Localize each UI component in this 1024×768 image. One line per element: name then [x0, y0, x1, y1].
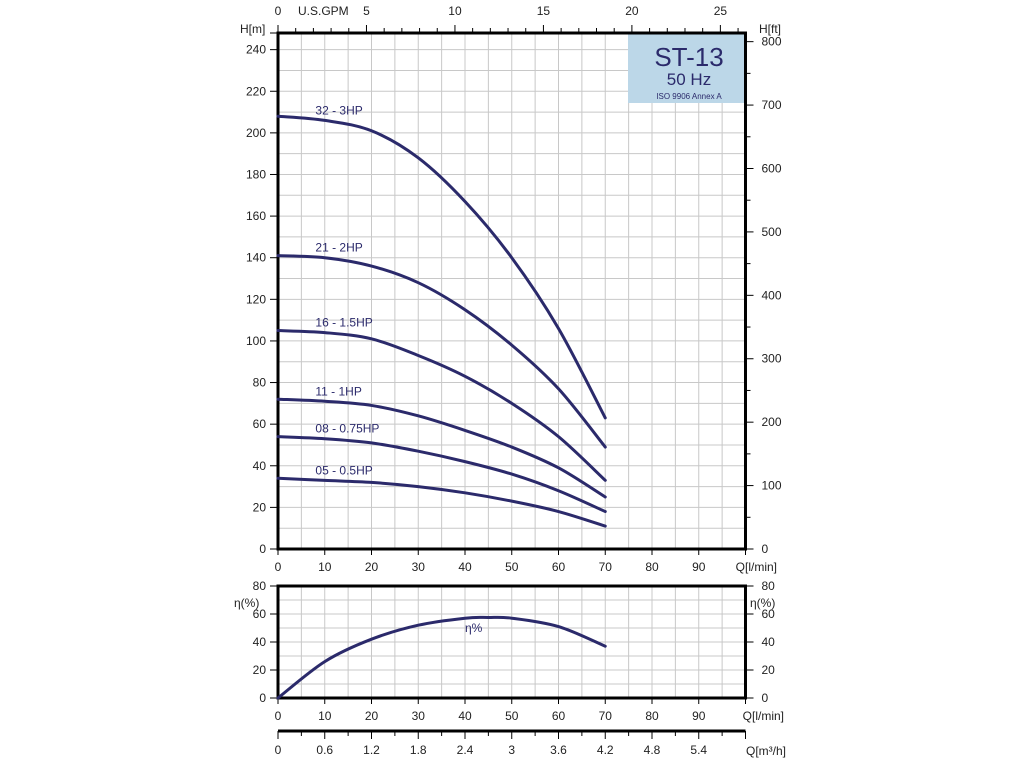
y-tick-label: 120 [246, 292, 266, 306]
y-axis-right-label: H[ft] [759, 22, 781, 36]
x-tick-label: 30 [412, 560, 426, 574]
eff-x-tick-label: 90 [692, 709, 706, 723]
x-top-tick-label: 15 [537, 4, 551, 18]
y-tick-label: 140 [246, 251, 266, 265]
x-axis-top-label: U.S.GPM [298, 4, 349, 18]
eff-y-tick-label: 80 [253, 579, 267, 593]
curve-label: 16 - 1.5HP [315, 316, 372, 330]
eff-x-tick-label: 60 [552, 709, 566, 723]
efficiency-curve-label: η% [465, 621, 483, 635]
axes: 0204060801001201401601802002202400100200… [246, 4, 782, 757]
y-right-tick-label: 0 [762, 542, 769, 556]
head-curve-11-1hp [276, 397, 607, 499]
x-tick-label: 20 [365, 560, 379, 574]
eff-y-tick-label: 0 [259, 691, 266, 705]
eff-x-tick-label: 40 [458, 709, 472, 723]
y-tick-label: 0 [259, 542, 266, 556]
y-tick-label: 180 [246, 167, 266, 181]
m3h-tick-label: 3.6 [550, 743, 567, 757]
m3h-tick-label: 1.2 [363, 743, 380, 757]
y-tick-label: 60 [253, 417, 267, 431]
eff-x-tick-label: 70 [599, 709, 613, 723]
eff-x-tick-label: 50 [505, 709, 519, 723]
y-tick-label: 200 [246, 126, 266, 140]
eff-y-axis-label: η(%) [234, 596, 259, 610]
eff-y-right-tick-label: 60 [762, 607, 776, 621]
y-right-tick-label: 600 [762, 161, 782, 175]
eff-x-tick-label: 0 [275, 709, 282, 723]
curve-label: 21 - 2HP [315, 241, 362, 255]
x-tick-label: 10 [318, 560, 332, 574]
y-tick-label: 240 [246, 43, 266, 57]
grid [278, 33, 746, 698]
eff-y-tick-label: 40 [253, 635, 267, 649]
eff-x-tick-label: 30 [412, 709, 426, 723]
x-axis-label: Q[l/min] [736, 560, 777, 574]
head-curve-21-2hp [276, 254, 607, 449]
y-tick-label: 160 [246, 209, 266, 223]
eff-y-tick-label: 20 [253, 663, 267, 677]
efficiency-curve [276, 615, 607, 700]
eff-x-tick-label: 20 [365, 709, 379, 723]
m3h-tick-label: 1.8 [410, 743, 427, 757]
eff-y-right-tick-label: 0 [762, 691, 769, 705]
eff-x-tick-label: 80 [645, 709, 659, 723]
chart-subtitle: 50 Hz [667, 70, 711, 89]
y-tick-label: 220 [246, 84, 266, 98]
y-right-tick-label: 100 [762, 479, 782, 493]
head-curve-08-0-75hp [276, 435, 607, 514]
model-title-box: ST-13 50 Hz ISO 9906 Annex A [628, 33, 744, 103]
y-axis-label: H[m] [240, 22, 265, 36]
curve-label: 32 - 3HP [315, 103, 362, 117]
curves: 32 - 3HP 21 - 2HP 16 - 1.5HP 11 - 1HP 08 - 0… [276, 103, 607, 700]
y-tick-label: 40 [253, 459, 267, 473]
m3h-tick-label: 2.4 [457, 743, 474, 757]
x-tick-label: 60 [552, 560, 566, 574]
y-tick-label: 80 [253, 376, 267, 390]
eff-x-axis-label: Q[l/min] [743, 709, 784, 723]
head-curve-05-0-5hp [276, 476, 607, 528]
eff-x-tick-label: 10 [318, 709, 332, 723]
y-right-tick-label: 800 [762, 35, 782, 49]
head-curve-32-3hp [276, 114, 607, 420]
curve-label: 08 - 0.75HP [315, 422, 379, 436]
head-curve-16-1-5hp [276, 329, 607, 482]
chart-title: ST-13 [654, 42, 723, 72]
m3h-tick-label: 0.6 [316, 743, 333, 757]
y-tick-label: 20 [253, 500, 267, 514]
y-right-tick-label: 300 [762, 352, 782, 366]
x-tick-label: 50 [505, 560, 519, 574]
m3h-tick-label: 3 [508, 743, 515, 757]
chart-note: ISO 9906 Annex A [656, 92, 722, 101]
x-tick-label: 70 [599, 560, 613, 574]
x-top-tick-label: 25 [714, 4, 728, 18]
y-right-tick-label: 200 [762, 415, 782, 429]
m3h-tick-label: 4.2 [597, 743, 614, 757]
x-top-tick-label: 10 [448, 4, 462, 18]
curve-label: 05 - 0.5HP [315, 463, 372, 477]
m3h-tick-label: 0 [275, 743, 282, 757]
x-top-tick-label: 0 [275, 4, 282, 18]
title-box-bg [628, 33, 744, 103]
x-tick-label: 90 [692, 560, 706, 574]
eff-y-right-tick-label: 40 [762, 635, 776, 649]
x-top-tick-label: 20 [625, 4, 639, 18]
m3h-tick-label: 5.4 [690, 743, 707, 757]
eff-y-axis-right-label: η(%) [750, 596, 775, 610]
m3h-tick-label: 4.8 [644, 743, 661, 757]
m3h-axis-label: Q[m³/h] [746, 744, 786, 758]
eff-y-right-tick-label: 80 [762, 579, 776, 593]
eff-y-right-tick-label: 20 [762, 663, 776, 677]
x-tick-label: 80 [645, 560, 659, 574]
x-tick-label: 0 [275, 560, 282, 574]
y-tick-label: 100 [246, 334, 266, 348]
y-right-tick-label: 400 [762, 288, 782, 302]
eff-y-tick-label: 60 [253, 607, 267, 621]
curve-label: 11 - 1HP [315, 384, 361, 398]
y-right-tick-label: 700 [762, 98, 782, 112]
x-tick-label: 40 [458, 560, 472, 574]
x-top-tick-label: 5 [363, 4, 370, 18]
y-right-tick-label: 500 [762, 225, 782, 239]
